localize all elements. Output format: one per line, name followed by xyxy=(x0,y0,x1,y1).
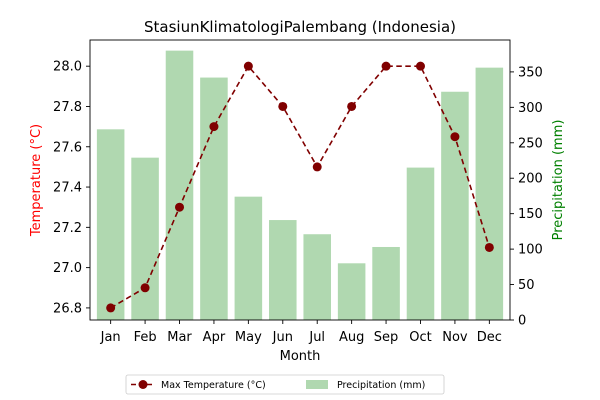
right-y-tick-label: 250 xyxy=(518,136,543,151)
left-y-tick-label: 27.4 xyxy=(53,181,82,196)
x-tick-label: Oct xyxy=(409,330,431,345)
x-tick-label: Nov xyxy=(442,330,468,345)
precipitation-bar-jun xyxy=(269,220,297,320)
x-axis-label: Month xyxy=(280,349,321,364)
left-axis-label: Temperature (°C) xyxy=(29,124,44,237)
temperature-point-dec xyxy=(484,242,494,252)
temperature-point-jun xyxy=(278,101,288,111)
precipitation-bar-aug xyxy=(337,263,366,320)
left-y-tick-label: 27.8 xyxy=(53,100,82,115)
precipitation-bar-sep xyxy=(372,246,400,320)
legend-line-marker xyxy=(138,380,148,389)
right-y-tick-label: 200 xyxy=(518,172,543,187)
x-tick-label: Jun xyxy=(272,330,293,345)
precipitation-bar-dec xyxy=(475,67,504,320)
precipitation-bar-apr xyxy=(200,77,228,321)
precipitation-bar-jul xyxy=(303,234,331,320)
x-tick-label: Apr xyxy=(203,330,226,345)
legend-frame xyxy=(125,374,445,395)
temperature-point-oct xyxy=(415,61,425,71)
right-y-tick-label: 100 xyxy=(518,243,543,258)
precipitation-bars xyxy=(96,50,504,321)
temperature-point-jul xyxy=(312,162,322,172)
right-y-tick-label: 300 xyxy=(518,101,543,116)
x-tick-label: Dec xyxy=(477,330,502,345)
temperature-point-jan xyxy=(106,303,116,313)
left-y-tick-label: 26.8 xyxy=(53,301,82,316)
temperature-point-nov xyxy=(450,132,460,142)
left-y-tick-label: 27.2 xyxy=(53,221,82,236)
x-tick-label: Aug xyxy=(339,330,364,345)
x-tick-label: Feb xyxy=(134,330,157,345)
axes: Jan Feb Mar Apr May Jun Jul Aug Sep Oct Nov Dec 26.8… xyxy=(53,39,543,345)
temperature-point-mar xyxy=(175,202,185,212)
precipitation-bar-may xyxy=(234,196,263,320)
legend-label-precipitation: Precipitation (mm) xyxy=(337,380,425,391)
left-y-tick-label: 27.6 xyxy=(53,140,82,155)
plot-frame xyxy=(89,39,511,321)
precipitation-bar-oct xyxy=(406,167,435,320)
temperature-line xyxy=(106,61,494,313)
precipitation-bar-jan xyxy=(96,129,125,320)
right-y-tick-label: 0 xyxy=(518,314,526,329)
left-y-tick-label: 28.0 xyxy=(53,60,82,75)
chart-title: StasiunKlimatologiPalembang (Indonesia) xyxy=(144,18,456,36)
right-axis-label: Precipitation (mm) xyxy=(551,120,566,241)
x-tick-label: Sep xyxy=(374,330,399,345)
precipitation-bar-mar xyxy=(165,50,194,321)
temperature-point-may xyxy=(243,61,253,71)
temperature-line-path xyxy=(110,64,491,309)
temperature-point-sep xyxy=(381,61,391,71)
left-y-tick-label: 27.0 xyxy=(53,261,82,276)
x-tick-label: Jul xyxy=(308,330,325,345)
x-tick-label: Jan xyxy=(100,330,121,345)
precipitation-bar-nov xyxy=(441,91,469,321)
precipitation-bar-feb xyxy=(131,157,159,320)
legend-bar-swatch xyxy=(306,380,328,389)
temperature-point-feb xyxy=(140,283,150,293)
temperature-point-apr xyxy=(209,122,219,132)
temperature-point-aug xyxy=(347,101,357,111)
x-tick-label: Mar xyxy=(167,330,192,345)
legend: Max Temperature (°C) Precipitation (mm) xyxy=(125,374,445,395)
right-y-tick-label: 150 xyxy=(518,207,543,222)
legend-label-temperature: Max Temperature (°C) xyxy=(161,380,266,391)
right-y-tick-label: 350 xyxy=(518,65,543,80)
x-tick-label: May xyxy=(235,330,262,345)
right-y-tick-label: 50 xyxy=(518,278,535,293)
